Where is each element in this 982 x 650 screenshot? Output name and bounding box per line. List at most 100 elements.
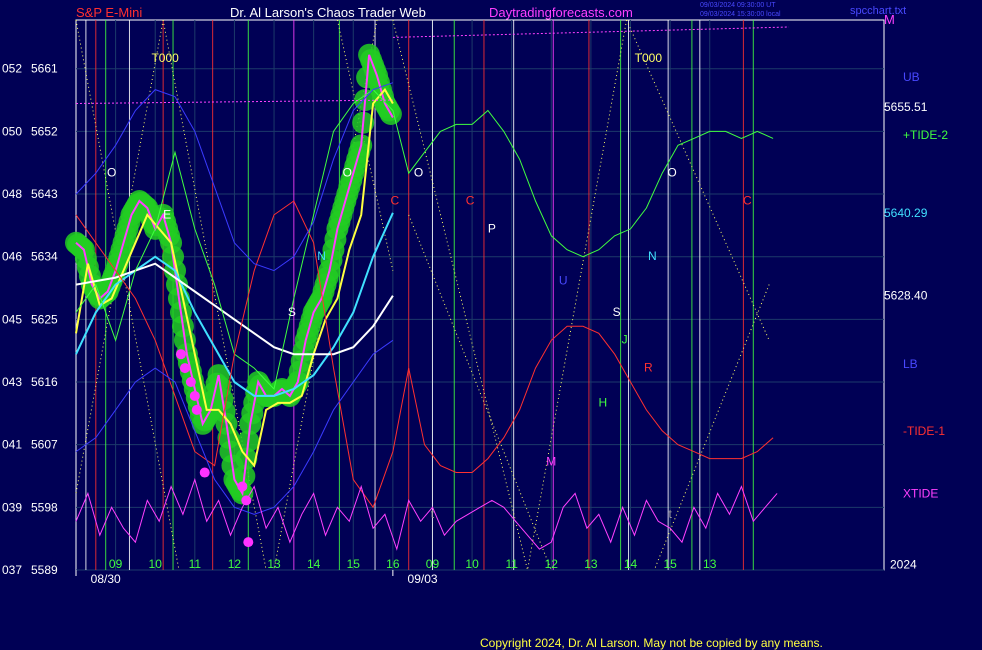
settings-file-label: spcchart.txt	[850, 5, 907, 17]
y-tick-left-4: 045	[2, 312, 22, 326]
highlight-dot-2	[185, 377, 196, 388]
y-tick-label-0: 5589	[31, 563, 58, 577]
chart-letter-17: M	[546, 455, 556, 469]
highlight-dot-7	[241, 495, 252, 506]
chart-letter-15: R	[644, 361, 653, 375]
cross-line-5	[392, 19, 529, 571]
chart-letter-8: C	[743, 193, 752, 207]
chart-letter-20: t	[431, 507, 435, 521]
x-tick-label-2: 11	[189, 557, 202, 571]
x-tick-label-9: 10	[465, 557, 479, 571]
series-line-xtide	[75, 477, 778, 551]
y-tick-left-2: 041	[2, 438, 22, 452]
y-tick-label-7: 5652	[31, 124, 58, 138]
chart-letter-14: J	[622, 333, 628, 347]
series-line-price	[75, 54, 394, 497]
y-tick-left-1: 039	[2, 500, 22, 514]
x-tick-label-1: 10	[149, 557, 163, 571]
chart-letter-0: T000	[151, 51, 179, 65]
right-label-5: LB	[903, 357, 918, 371]
author-label: Dr. Al Larson's Chaos Trader Web	[230, 5, 426, 20]
y-tick-left-0: 037	[2, 563, 22, 577]
right-label-4: 5628.40	[884, 289, 928, 303]
highlight-dot-3	[189, 390, 200, 401]
series-line-cyan	[75, 212, 394, 397]
right-label-2: +TIDE-2	[903, 128, 948, 142]
chart-letter-2: O	[107, 166, 116, 180]
y-tick-label-5: 5634	[31, 250, 58, 264]
x-tick-label-7: 16	[386, 557, 400, 571]
highlight-dot-1	[179, 363, 190, 374]
date-label-1: 09/03	[408, 572, 438, 586]
series-line--tide-2	[75, 88, 774, 391]
y-tick-label-8: 5661	[31, 62, 58, 76]
y-tick-label-6: 5643	[31, 187, 58, 201]
timestamp-line-1: 09/03/2024 09:30:00 UT	[700, 2, 776, 9]
series-line--tide-1	[75, 200, 774, 509]
y-tick-left-7: 050	[2, 124, 22, 138]
highlight-dot-6	[237, 481, 248, 492]
site-label: Daytradingforecasts.com	[489, 5, 633, 20]
chart-letter-13: S	[613, 305, 621, 319]
y-tick-left-3: 043	[2, 375, 22, 389]
timestamp-line-2: 09/03/2024 15:30:00 local	[700, 11, 781, 18]
chart-letter-7: C	[466, 193, 475, 207]
x-tick-label-6: 15	[347, 557, 361, 571]
series-line-lb	[75, 339, 394, 515]
x-tick-label-4: 13	[267, 557, 281, 571]
series-line-yellow	[75, 87, 394, 468]
highlight-dot-0	[175, 349, 186, 360]
right-label-8: 2024	[890, 557, 917, 571]
chart-letter-6: C	[391, 193, 400, 207]
right-label-1: 5655.51	[884, 100, 928, 114]
chart-letter-9: P	[488, 221, 496, 235]
cross-line-7	[527, 19, 628, 571]
x-tick-label-8: 09	[426, 557, 440, 571]
series-line-magenta-top	[75, 99, 393, 104]
chart-letter-21: t	[668, 507, 672, 521]
symbol-label: S&P E-Mini	[76, 5, 143, 20]
series-line-white	[75, 262, 394, 356]
right-label-6: -TIDE-1	[903, 424, 945, 438]
right-label-0: UB	[903, 70, 920, 84]
cross-line-9	[653, 284, 770, 571]
chart-letter-11: N	[648, 249, 657, 263]
date-label-0: 08/30	[91, 572, 121, 586]
series-line-ub	[75, 82, 394, 272]
chart-letter-10: N	[317, 249, 326, 263]
chart-letter-4: O	[414, 166, 423, 180]
x-tick-label-14: 15	[663, 557, 677, 571]
chart-letter-12: S	[288, 305, 296, 319]
highlight-dot-8	[243, 537, 254, 548]
y-tick-label-2: 5607	[31, 438, 58, 452]
highlight-dot-4	[191, 404, 202, 415]
copyright-label: Copyright 2024, Dr. Al Larson. May not b…	[480, 636, 823, 650]
y-tick-left-8: 052	[2, 62, 22, 76]
corner-letter: M	[884, 12, 895, 27]
x-tick-label-3: 12	[228, 557, 242, 571]
right-label-3: 5640.29	[884, 206, 928, 220]
x-tick-label-0: 09	[109, 557, 123, 571]
y-tick-left-5: 046	[2, 250, 22, 264]
highlight-dot-5	[199, 467, 210, 478]
x-tick-label-11: 12	[545, 557, 559, 571]
y-tick-left-6: 048	[2, 187, 22, 201]
x-tick-label-5: 14	[307, 557, 321, 571]
y-tick-label-3: 5616	[31, 375, 58, 389]
chart-letter-18: U	[559, 274, 568, 288]
chart-letter-19: E	[163, 207, 171, 221]
chart-letter-16: H	[598, 395, 607, 409]
x-tick-label-12: 13	[584, 557, 598, 571]
x-tick-label-13: 14	[624, 557, 638, 571]
chart-letter-3: O	[343, 166, 352, 180]
y-tick-label-4: 5625	[31, 312, 58, 326]
y-tick-label-1: 5598	[31, 500, 58, 514]
chart-letter-1: T000	[635, 51, 663, 65]
chart-letter-5: O	[667, 166, 676, 180]
right-label-7: XTIDE	[903, 486, 938, 500]
cross-line-8	[626, 19, 770, 341]
x-tick-label-10: 11	[505, 557, 518, 571]
x-tick-label-15: 13	[703, 557, 717, 571]
